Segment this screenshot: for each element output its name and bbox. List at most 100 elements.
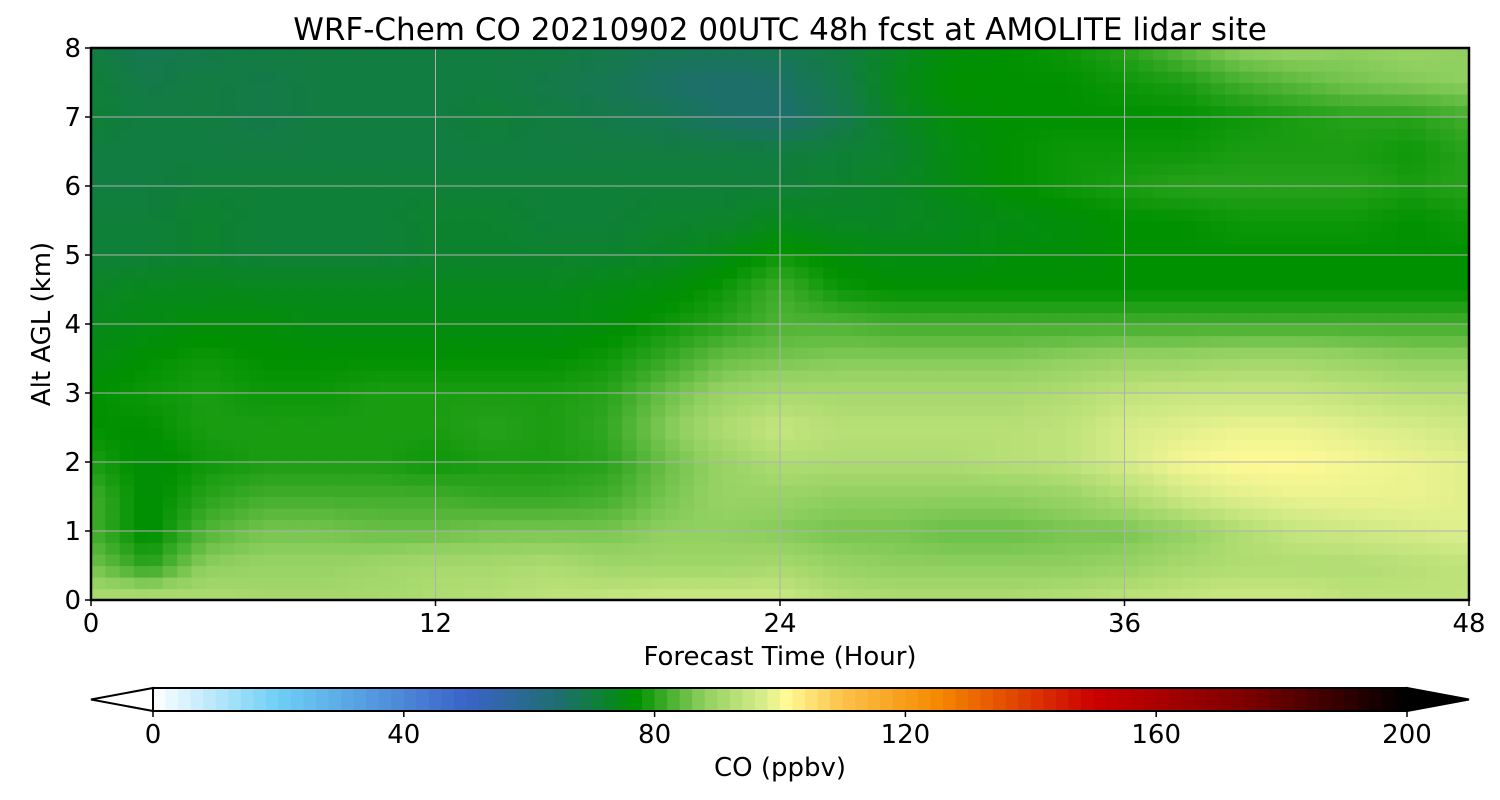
co-field-cell bbox=[980, 140, 996, 153]
co-field-cell bbox=[995, 462, 1011, 475]
co-field-cell bbox=[866, 393, 882, 406]
co-field-cell bbox=[1224, 324, 1240, 337]
co-field-cell bbox=[1024, 48, 1039, 61]
co-field-cell bbox=[851, 565, 867, 578]
co-field-cell bbox=[808, 209, 824, 222]
co-field-cell bbox=[1454, 82, 1470, 95]
co-field-cell bbox=[851, 404, 867, 417]
co-field-cell bbox=[191, 186, 207, 199]
co-field-cell bbox=[320, 358, 336, 371]
co-field-cell bbox=[751, 312, 767, 325]
co-field-cell bbox=[564, 531, 580, 544]
co-field-cell bbox=[966, 174, 982, 187]
co-field-cell bbox=[91, 485, 106, 498]
co-field-cell bbox=[550, 174, 566, 187]
co-field-cell bbox=[119, 393, 135, 406]
co-field-cell bbox=[1325, 381, 1341, 394]
co-field-cell bbox=[263, 140, 279, 153]
co-field-cell bbox=[1440, 519, 1456, 532]
co-field-cell bbox=[1167, 255, 1183, 268]
co-field-cell bbox=[909, 82, 925, 95]
co-field-cell bbox=[1454, 324, 1470, 337]
co-field-cell bbox=[1311, 416, 1327, 429]
co-field-cell bbox=[478, 404, 494, 417]
co-field-cell bbox=[1210, 588, 1226, 601]
co-field-cell bbox=[119, 71, 135, 84]
co-field-cell bbox=[1009, 462, 1025, 475]
co-field-cell bbox=[550, 485, 566, 498]
co-field-cell bbox=[665, 48, 681, 61]
y-tick-label: 1 bbox=[64, 517, 81, 547]
co-field-cell bbox=[1153, 163, 1169, 176]
co-field-cell bbox=[1397, 439, 1413, 452]
co-field-cell bbox=[1067, 335, 1083, 348]
co-field-cell bbox=[449, 174, 465, 187]
co-field-cell bbox=[1354, 174, 1370, 187]
co-field-cell bbox=[1110, 473, 1126, 486]
co-field-cell bbox=[1325, 105, 1341, 118]
co-field-cell bbox=[837, 462, 853, 475]
co-field-cell bbox=[1110, 439, 1126, 452]
co-field-cell bbox=[234, 71, 250, 84]
co-field-cell bbox=[1425, 381, 1441, 394]
co-field-cell bbox=[248, 485, 264, 498]
co-field-cell bbox=[937, 105, 953, 118]
co-field-cell bbox=[263, 105, 279, 118]
co-field-cell bbox=[765, 554, 781, 567]
co-field-cell bbox=[205, 531, 221, 544]
co-field-cell bbox=[1024, 519, 1039, 532]
co-field-cell bbox=[91, 588, 106, 601]
co-field-cell bbox=[478, 416, 494, 429]
co-field-cell bbox=[1210, 197, 1226, 210]
co-field-cell bbox=[1210, 416, 1226, 429]
co-field-cell bbox=[162, 220, 178, 233]
co-field-cell bbox=[291, 508, 307, 521]
co-field-cell bbox=[1253, 174, 1269, 187]
co-field-cell bbox=[134, 174, 150, 187]
co-field-cell bbox=[1239, 48, 1255, 61]
co-field-cell bbox=[248, 243, 264, 256]
co-field-cell bbox=[880, 485, 896, 498]
co-field-cell bbox=[248, 197, 264, 210]
co-field-cell bbox=[564, 197, 580, 210]
co-field-cell bbox=[1397, 370, 1413, 383]
co-field-cell bbox=[191, 255, 207, 268]
co-field-cell bbox=[1368, 347, 1384, 360]
co-field-cell bbox=[1124, 416, 1140, 429]
y-tick-label: 0 bbox=[64, 586, 81, 616]
co-field-cell bbox=[751, 358, 767, 371]
co-field-cell bbox=[952, 312, 968, 325]
co-field-cell bbox=[607, 59, 623, 72]
co-field-cell bbox=[579, 301, 594, 314]
co-field-cell bbox=[909, 496, 925, 509]
co-field-cell bbox=[564, 209, 580, 222]
co-field-cell bbox=[980, 301, 996, 314]
co-field-cell bbox=[363, 450, 379, 463]
co-field-cell bbox=[105, 48, 121, 61]
co-field-cell bbox=[205, 140, 221, 153]
co-field-cell bbox=[1153, 462, 1169, 475]
co-field-cell bbox=[521, 312, 537, 325]
co-field-cell bbox=[507, 347, 523, 360]
co-field-cell bbox=[1440, 554, 1456, 567]
co-field-cell bbox=[378, 347, 394, 360]
co-field-cell bbox=[363, 473, 379, 486]
co-field-cell bbox=[966, 370, 982, 383]
co-field-cell bbox=[449, 588, 465, 601]
co-field-cell bbox=[1296, 48, 1312, 61]
co-field-cell bbox=[1210, 209, 1226, 222]
co-field-cell bbox=[751, 82, 767, 95]
co-field-cell bbox=[1181, 324, 1197, 337]
co-field-cell bbox=[1454, 266, 1470, 279]
co-field-cell bbox=[191, 105, 207, 118]
co-field-cell bbox=[91, 128, 106, 141]
co-field-cell bbox=[1411, 197, 1427, 210]
co-field-cell bbox=[148, 473, 164, 486]
co-field-cell bbox=[650, 577, 666, 590]
co-field-cell bbox=[1282, 71, 1298, 84]
co-field-cell bbox=[1224, 220, 1240, 233]
co-field-cell bbox=[880, 117, 896, 130]
co-field-cell bbox=[306, 335, 322, 348]
co-field-cell bbox=[1325, 140, 1341, 153]
co-field-cell bbox=[808, 588, 824, 601]
